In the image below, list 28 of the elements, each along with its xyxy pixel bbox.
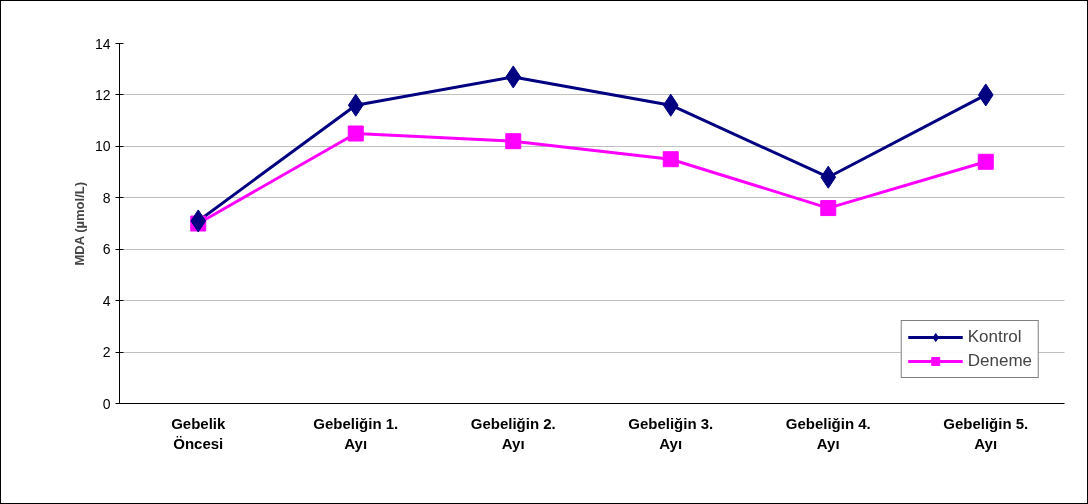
point [820, 200, 837, 217]
x-tick-label: Gebeliğin 1. Ayı [313, 414, 399, 452]
x-tick-label: Gebeliğin 5. Ayı [943, 414, 1029, 452]
y-tick-label: 10 [94, 138, 111, 155]
legend-label: Kontrol [967, 327, 1022, 347]
y-axis-title: MDA (µmol/L) [71, 181, 87, 266]
y-tick-label: 2 [102, 344, 111, 361]
point [977, 83, 994, 107]
x-tick-label: Gebeliğin 2. Ayı [470, 414, 556, 452]
point [820, 165, 837, 189]
point [505, 65, 522, 89]
y-tick-label: 8 [102, 189, 111, 206]
point [662, 93, 679, 117]
point [347, 125, 364, 142]
x-tick-label: Gebeliğin 3. Ayı [628, 414, 714, 452]
point [347, 93, 364, 117]
y-tick-label: 0 [102, 395, 111, 412]
point [977, 153, 994, 170]
y-tick-label: 12 [94, 86, 111, 103]
x-tick-label: Gebelik Öncesi [171, 414, 226, 452]
y-tick-label: 14 [94, 35, 111, 52]
y-tick-label: 6 [102, 241, 111, 258]
point [662, 151, 679, 168]
y-tick-label: 4 [102, 292, 111, 309]
legend-label: Deneme [967, 351, 1032, 371]
point [190, 209, 207, 233]
x-tick-label: Gebeliğin 4. Ayı [785, 414, 871, 452]
point [505, 133, 522, 150]
